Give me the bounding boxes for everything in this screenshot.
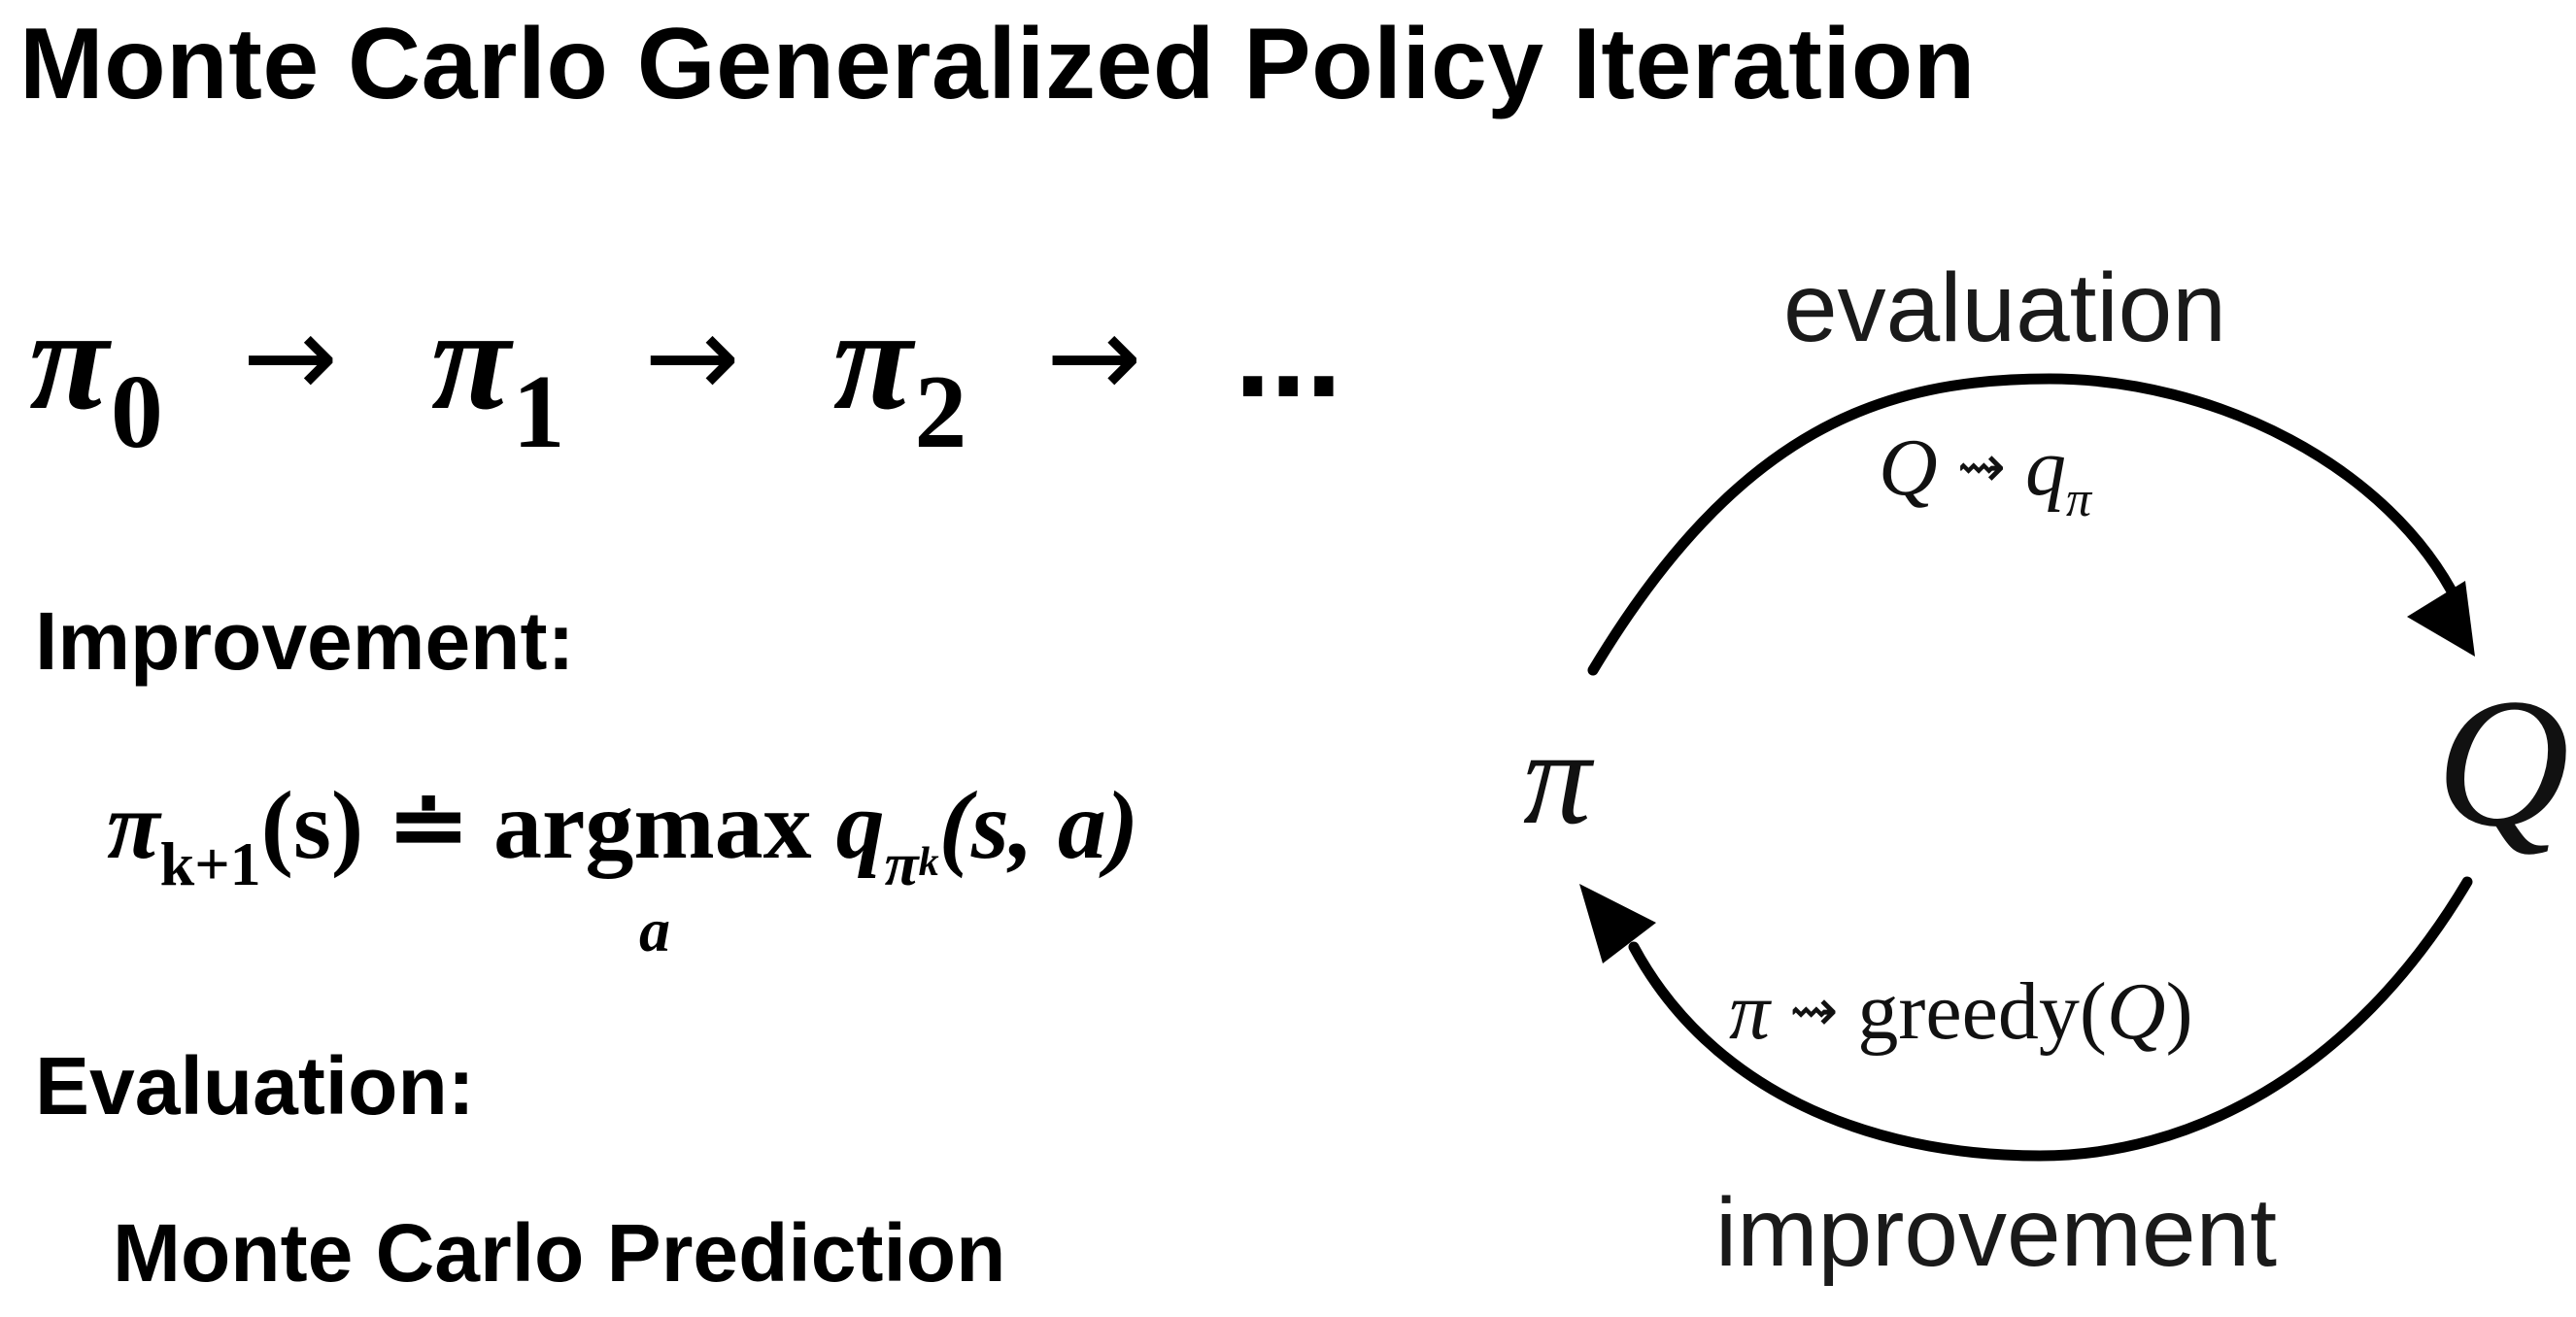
impr-formula-lhs: π [1729,966,1771,1057]
formula-pi: π [107,771,160,879]
formula-relation: ≐ [388,771,469,879]
policy-symbol: π [29,279,109,440]
policy-symbol: π [430,279,511,440]
evaluation-method: Monte Carlo Prediction [113,1207,1006,1299]
slide-title: Monte Carlo Generalized Policy Iteration [19,8,1976,120]
argmax-label: argmax [492,771,812,879]
formula-q-subscript: π [884,829,919,898]
squiggly-arrow-icon: ⇝ [1789,977,1839,1045]
policy-subscript: 0 [110,355,163,470]
policy-symbol: π [832,279,913,440]
eval-formula-rhs-subscript: π [2065,472,2092,527]
formula-q-subsubscript: k [918,840,939,885]
improvement-arrowhead-icon [1579,884,1656,963]
policy-subscript: 2 [914,355,967,470]
improvement-formula: πk+1(s) ≐ argmax a qπk(s, a) [107,767,1139,964]
formula-q-args: (s, a) [938,771,1139,879]
improvement-heading: Improvement: [35,595,575,687]
ellipsis: … [1235,297,1346,422]
impr-formula-greedy-arg: Q [2106,966,2166,1057]
argmax-subscript: a [638,895,670,964]
cycle-improvement-label: improvement [1715,1178,2277,1287]
right-arrow-icon: → [644,289,741,423]
cycle-policy-node: π [1523,702,1592,853]
eval-formula-lhs: Q [1879,422,1938,513]
eval-formula-rhs: q [2024,422,2066,513]
evaluation-formula: Q ⇝ qπ [1879,420,2091,527]
evaluation-arrowhead-icon [2407,581,2475,657]
right-arrow-icon: → [242,289,339,423]
impr-formula-greedy: greedy( [1857,966,2107,1057]
formula-lhs-arg: (s) [260,771,364,879]
improvement-cycle-formula: π ⇝ greedy(Q) [1729,963,2193,1067]
right-arrow-icon: → [1045,289,1142,423]
cycle-q-node: Q [2436,661,2570,865]
policy-subscript: 1 [512,355,565,470]
impr-formula-close: ) [2165,966,2193,1057]
evaluation-heading: Evaluation: [35,1040,475,1131]
policy-sequence: π0 → π1 → π2 → … [29,262,1346,470]
squiggly-arrow-icon: ⇝ [1956,433,2006,501]
formula-q: q [835,771,885,879]
cycle-evaluation-label: evaluation [1783,253,2226,362]
formula-pi-subscript: k+1 [159,829,261,898]
argmax-operator: argmax a [492,767,812,964]
